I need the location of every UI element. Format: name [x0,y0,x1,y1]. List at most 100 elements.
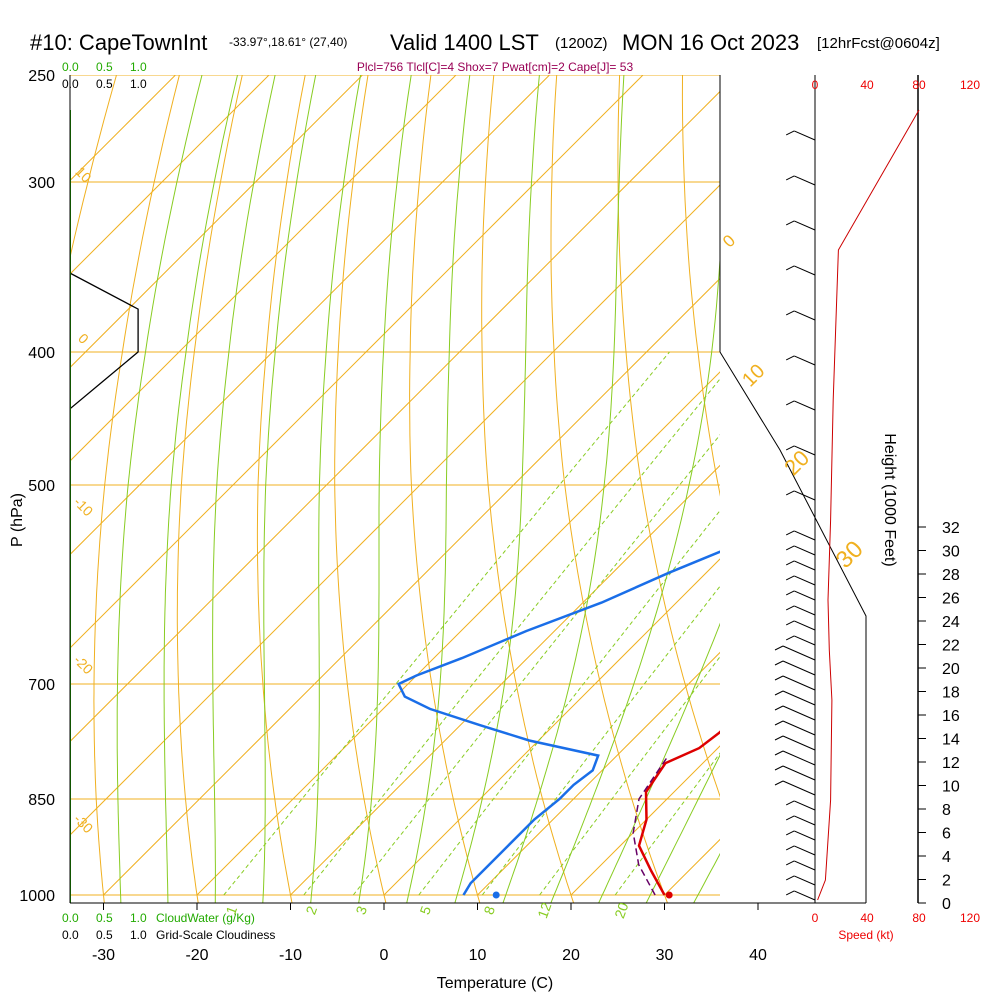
cloudwater-scale-bottom: CloudWater (g/Kg) [156,911,255,925]
height-tick-label: 20 [942,661,960,678]
temperature-profile [637,730,720,896]
dry-adiabat [176,75,243,903]
wind-barb [782,705,816,721]
wind-barb-flag [785,310,795,316]
forecast-date: MON 16 Oct 2023 [622,30,799,55]
temperature-tick-label: -20 [185,947,208,964]
height-tick-label: 22 [942,638,960,655]
station-coords: -33.97°,18.61° (27,40) [229,35,347,49]
wind-barb-flag [785,355,795,361]
wind-barb-flag [785,445,795,451]
dry-adiabat-label: 0 [719,231,739,251]
wind-barb-flag [785,220,795,226]
wind-barb [793,560,816,571]
height-tick-label: 24 [942,614,960,631]
cloudiness-profile [70,272,139,410]
dry-adiabat [994,51,1000,924]
wind-barb-flag [785,490,795,496]
wind-scale-bottom: 0 [812,911,819,925]
wind-barb-flag [785,605,795,611]
wind-barb [793,355,816,366]
wind-barb-flag [785,830,795,836]
cloudwater-scale-top: 0.5 [96,60,113,74]
station-title: #10: CapeTownInt [30,30,207,55]
isotherm-line [290,464,720,896]
moist-adiabat [645,754,720,903]
parcel-profile [632,755,669,896]
wind-barb [782,780,816,796]
wind-speed-profile [817,109,920,901]
isotherm-label: -30 [71,811,97,837]
height-tick-label: 18 [942,685,960,702]
mixing-ratio-label: 3 [352,904,370,917]
height-tick-label: 0 [942,896,951,913]
wind-scale-bottom: 40 [860,911,874,925]
wind-barb [793,310,816,321]
wind-barb [782,690,816,706]
wind-barb-flag [785,560,795,566]
wind-barb [793,875,816,886]
wind-scale-bottom: 80 [912,911,926,925]
dry-adiabat-label: 30 [831,536,869,574]
dry-adiabat-label: 20 [779,445,814,480]
dry-adiabat [93,75,180,903]
cloudiness-scale-top: 0.5 [96,77,113,91]
temperature-tick-label: 20 [562,947,580,964]
isotherm-line [70,75,270,275]
cloudiness-scale-bottom: 1.0 [130,928,147,942]
temperature-tick-label: 30 [656,947,674,964]
stability-indices: Plcl=756 Tlcl[C]=4 Shox=7 Pwat[cm]=2 Cap… [357,60,634,74]
wind-panel-border [719,351,867,903]
wind-barb [793,800,816,811]
pressure-tick-label: 1000 [19,888,55,905]
dry-adiabat-label: 10 [738,360,769,391]
mixing-ratio-label: 12 [534,900,554,920]
wind-barb [793,635,816,646]
pressure-tick-label: 250 [28,68,55,85]
wind-barb [793,830,816,841]
moist-adiabat [116,75,203,903]
height-tick-label: 4 [942,849,951,866]
wind-barb [793,265,816,276]
wind-barb [793,815,816,826]
isotherm-line [477,651,720,896]
mixing-ratio-line [481,585,720,896]
forecast-run: [12hrFcst@0604z] [817,35,940,52]
dry-adiabat [256,75,306,903]
mixing-ratio-line [539,655,720,896]
moist-adiabat [502,75,625,903]
moist-adiabat [262,75,317,903]
temperature-tick-label: 40 [749,947,767,964]
isotherm-line [70,75,363,369]
wind-barb-flag [774,705,784,711]
moist-adiabat [406,75,471,903]
height-tick-label: 32 [942,520,960,537]
wind-barb-flag [785,875,795,881]
wind-barb [793,130,816,141]
isotherm-line [852,75,1000,895]
dewpoint-profile [396,550,720,896]
wind-barb [793,575,816,586]
cloudiness-scale-bottom: 0.0 [62,928,79,942]
wind-barb-flag [774,645,784,651]
pressure-tick-label: 400 [28,345,55,362]
cloudiness-scale-top: 1.0 [130,77,147,91]
wind-barb-flag [774,780,784,786]
surface_temperature-marker [665,891,673,899]
moist-adiabat [454,75,540,903]
cloudiness-scale-top: 0.0 [62,77,79,91]
wind-barb [793,590,816,601]
wind-barb-flag [785,590,795,596]
wind-barb [793,605,816,616]
height-tick-label: 28 [942,567,960,584]
height-tick-label: 12 [942,755,960,772]
utc-time: (1200Z) [555,35,608,52]
mixing-ratio-label: 2 [302,904,320,917]
mixing-ratio-label: 8 [480,904,498,917]
moist-adiabat [358,75,412,903]
moist-adiabat [598,622,720,903]
wind-barb [782,720,816,736]
wind-barb-flag [774,720,784,726]
wind-barb-flag [774,690,784,696]
